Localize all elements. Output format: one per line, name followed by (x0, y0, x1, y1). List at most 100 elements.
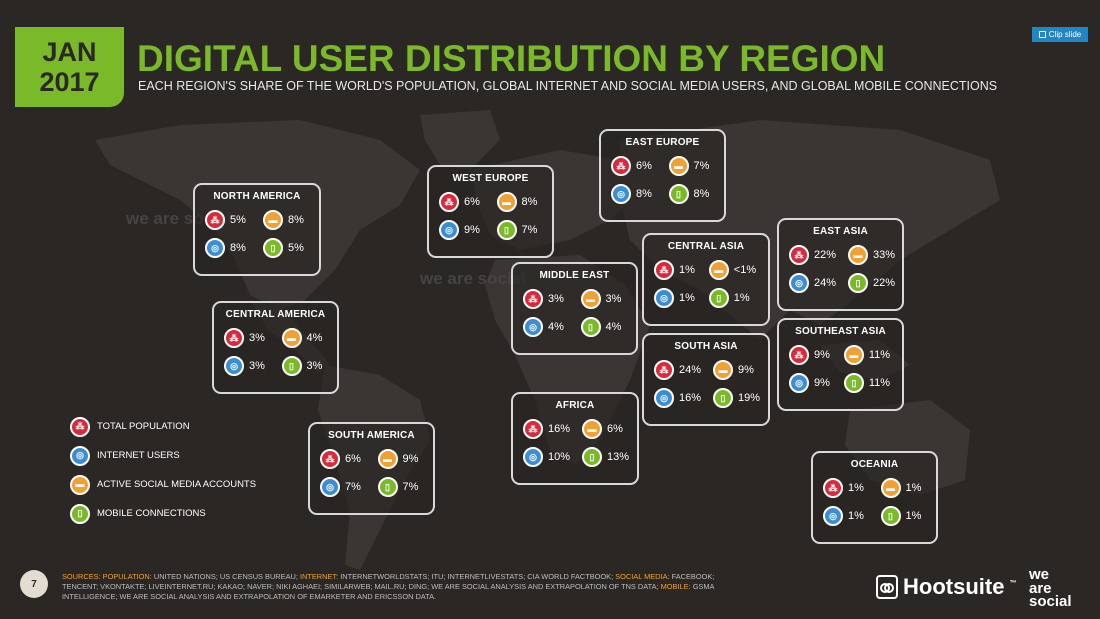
people-icon: ⁂ (823, 478, 843, 498)
mobile-phone-icon: ▯ (708, 288, 729, 308)
chat-bubble-icon: ▬ (668, 156, 689, 176)
region-card-southeast-asia: SOUTHEAST ASIA ⁂ 9% ▬ 11% ◎ 9% ▯ 11% (777, 318, 904, 411)
people-icon: ⁂ (70, 416, 90, 437)
region-name: NORTH AMERICA (213, 191, 301, 202)
people-icon: ⁂ (320, 449, 340, 469)
globe-icon: ◎ (523, 317, 543, 337)
stat-internet: ◎ 16% (654, 388, 701, 408)
stat-social: ▬ 6% (582, 419, 629, 439)
hootsuite-wordmark: Hootsuite (903, 574, 1005, 599)
people-icon: ⁂ (523, 289, 543, 309)
globe-icon: ◎ (654, 288, 674, 308)
people-icon: ⁂ (439, 192, 459, 212)
mobile-phone-icon: ▯ (582, 447, 603, 467)
clip-slide-label: Clip slide (1048, 30, 1082, 39)
people-icon: ⁂ (611, 156, 631, 176)
region-card-west-europe: WEST EUROPE ⁂ 6% ▬ 8% ◎ 9% ▯ 7% (427, 165, 554, 258)
sources-note: SOURCES: POPULATION: UNITED NATIONS; US … (62, 572, 715, 601)
globe-icon: ◎ (224, 356, 244, 376)
people-icon: ⁂ (224, 328, 244, 348)
we-are-social-logo: we are social (1029, 566, 1072, 610)
globe-icon: ◎ (439, 220, 459, 240)
hootsuite-logo: Hootsuite ™ (876, 574, 1016, 600)
stat-internet: ◎ 9% (439, 220, 485, 240)
stat-social: ▬ 4% (281, 328, 328, 348)
stat-mobile: ▯ 7% (377, 477, 424, 497)
chat-bubble-icon: ▬ (263, 210, 283, 230)
people-icon: ⁂ (654, 260, 674, 280)
region-name: OCEANIA (850, 459, 899, 470)
region-card-central-asia: CENTRAL ASIA ⁂ 1% ▬ <1% ◎ 1% ▯ 1% (642, 233, 770, 326)
stat-internet: ◎ 24% (789, 273, 836, 293)
owl-icon (876, 575, 898, 599)
legend-item-social: ▬ ACTIVE SOCIAL MEDIA ACCOUNTS (70, 470, 256, 499)
mobile-phone-icon: ▯ (668, 184, 689, 204)
chat-bubble-icon: ▬ (70, 474, 90, 495)
stat-social: ▬ 8% (496, 192, 543, 212)
stat-mobile: ▯ 1% (880, 506, 927, 526)
globe-icon: ◎ (789, 273, 809, 293)
mobile-phone-icon: ▯ (713, 388, 734, 408)
stat-social: ▬ 3% (580, 289, 627, 309)
region-name: SOUTH ASIA (674, 341, 738, 352)
mobile-phone-icon: ▯ (263, 238, 283, 258)
globe-icon: ◎ (611, 184, 631, 204)
stat-population: ⁂ 3% (523, 289, 569, 309)
stat-social: ▬ 1% (880, 478, 927, 498)
stat-population: ⁂ 3% (224, 328, 270, 348)
legend-item-population: ⁂ TOTAL POPULATION (70, 412, 256, 441)
stat-population: ⁂ 1% (654, 260, 697, 280)
region-card-north-america: NORTH AMERICA ⁂ 5% ▬ 8% ◎ 8% ▯ 5% (193, 183, 321, 276)
stat-mobile: ▯ 1% (708, 288, 758, 308)
stat-internet: ◎ 3% (224, 356, 270, 376)
page-number: 7 (20, 570, 48, 598)
region-card-south-america: SOUTH AMERICA ⁂ 6% ▬ 9% ◎ 7% ▯ 7% (308, 422, 435, 515)
region-card-south-asia: SOUTH ASIA ⁂ 24% ▬ 9% ◎ 16% ▯ 19% (642, 333, 770, 426)
date-badge: JAN 2017 (15, 27, 124, 107)
stat-social: ▬ <1% (708, 260, 758, 280)
stat-mobile: ▯ 7% (496, 220, 543, 240)
stat-population: ⁂ 6% (611, 156, 657, 176)
people-icon: ⁂ (789, 345, 809, 365)
globe-icon: ◎ (654, 388, 674, 408)
region-name: CENTRAL ASIA (667, 241, 745, 252)
region-card-africa: AFRICA ⁂ 16% ▬ 6% ◎ 10% ▯ 13% (511, 392, 639, 485)
date-month: JAN (42, 36, 97, 67)
legend-item-mobile: ▯ MOBILE CONNECTIONS (70, 499, 256, 528)
stat-mobile: ▯ 22% (848, 273, 895, 293)
stat-population: ⁂ 24% (654, 360, 701, 380)
people-icon: ⁂ (205, 210, 225, 230)
region-name: CENTRAL AMERICA (225, 309, 326, 320)
stat-internet: ◎ 8% (205, 238, 251, 258)
globe-icon: ◎ (523, 447, 543, 467)
stat-population: ⁂ 16% (523, 419, 570, 439)
stat-mobile: ▯ 19% (713, 388, 760, 408)
chat-bubble-icon: ▬ (708, 260, 729, 280)
stat-mobile: ▯ 5% (263, 238, 309, 258)
region-name: EAST EUROPE (625, 137, 700, 148)
stat-social: ▬ 9% (713, 360, 760, 380)
stat-mobile: ▯ 3% (281, 356, 328, 376)
date-year: 2017 (39, 66, 100, 97)
globe-icon: ◎ (823, 506, 843, 526)
chat-bubble-icon: ▬ (377, 449, 398, 469)
region-card-east-europe: EAST EUROPE ⁂ 6% ▬ 7% ◎ 8% ▯ 8% (599, 129, 726, 222)
region-name: EAST ASIA (813, 226, 868, 237)
region-card-east-asia: EAST ASIA ⁂ 22% ▬ 33% ◎ 24% ▯ 22% (777, 218, 904, 311)
chat-bubble-icon: ▬ (848, 245, 869, 265)
stat-internet: ◎ 1% (823, 506, 869, 526)
globe-icon: ◎ (205, 238, 225, 258)
globe-icon: ◎ (320, 477, 340, 497)
stat-internet: ◎ 9% (789, 373, 832, 393)
stat-population: ⁂ 1% (823, 478, 869, 498)
stat-internet: ◎ 7% (320, 477, 366, 497)
region-name: WEST EUROPE (452, 173, 529, 184)
legend: ⁂ TOTAL POPULATION ◎ INTERNET USERS ▬ AC… (70, 412, 256, 528)
stat-internet: ◎ 8% (611, 184, 657, 204)
chat-bubble-icon: ▬ (713, 360, 734, 380)
clip-slide-button[interactable]: Clip slide (1032, 27, 1088, 42)
page-subtitle: EACH REGION'S SHARE OF THE WORLD'S POPUL… (138, 79, 998, 93)
mobile-phone-icon: ▯ (70, 503, 90, 524)
stat-social: ▬ 9% (377, 449, 424, 469)
